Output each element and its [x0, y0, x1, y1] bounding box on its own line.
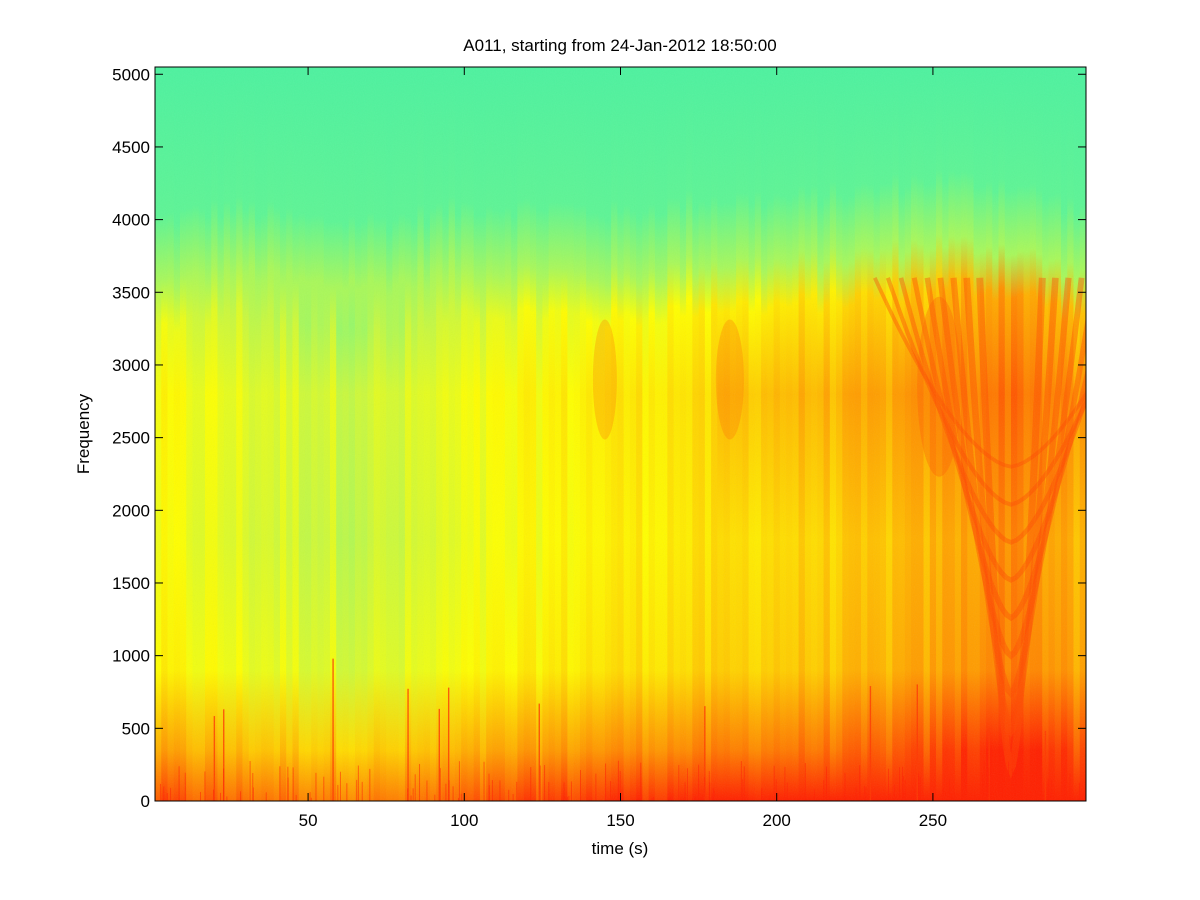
x-tick-label: 50 [299, 811, 318, 830]
y-tick-label: 1000 [112, 647, 150, 666]
y-tick-label: 1500 [112, 574, 150, 593]
y-tick-label: 500 [122, 719, 150, 738]
y-axis: 0 500 1000 1500 2000 2500 3000 3500 4000 4500 5000 [112, 65, 1086, 811]
y-tick-label: 5000 [112, 65, 150, 84]
x-tick-label: 150 [606, 811, 634, 830]
x-axis: 50 100 150 200 250 [299, 67, 947, 830]
y-tick-label: 2000 [112, 501, 150, 520]
chart-title: A011, starting from 24-Jan-2012 18:50:00 [463, 36, 776, 55]
y-tick-label: 3000 [112, 356, 150, 375]
noise-texture [155, 67, 1086, 801]
y-tick-label: 3500 [112, 283, 150, 302]
y-tick-label: 0 [141, 792, 150, 811]
y-tick-label: 2500 [112, 429, 150, 448]
x-axis-title: time (s) [592, 839, 649, 858]
y-tick-label: 4500 [112, 138, 150, 157]
y-axis-title: Frequency [74, 393, 93, 474]
x-tick-label: 100 [450, 811, 478, 830]
x-tick-label: 200 [763, 811, 791, 830]
x-tick-label: 250 [919, 811, 947, 830]
y-tick-label: 4000 [112, 211, 150, 230]
spectrogram-image [155, 67, 1086, 801]
